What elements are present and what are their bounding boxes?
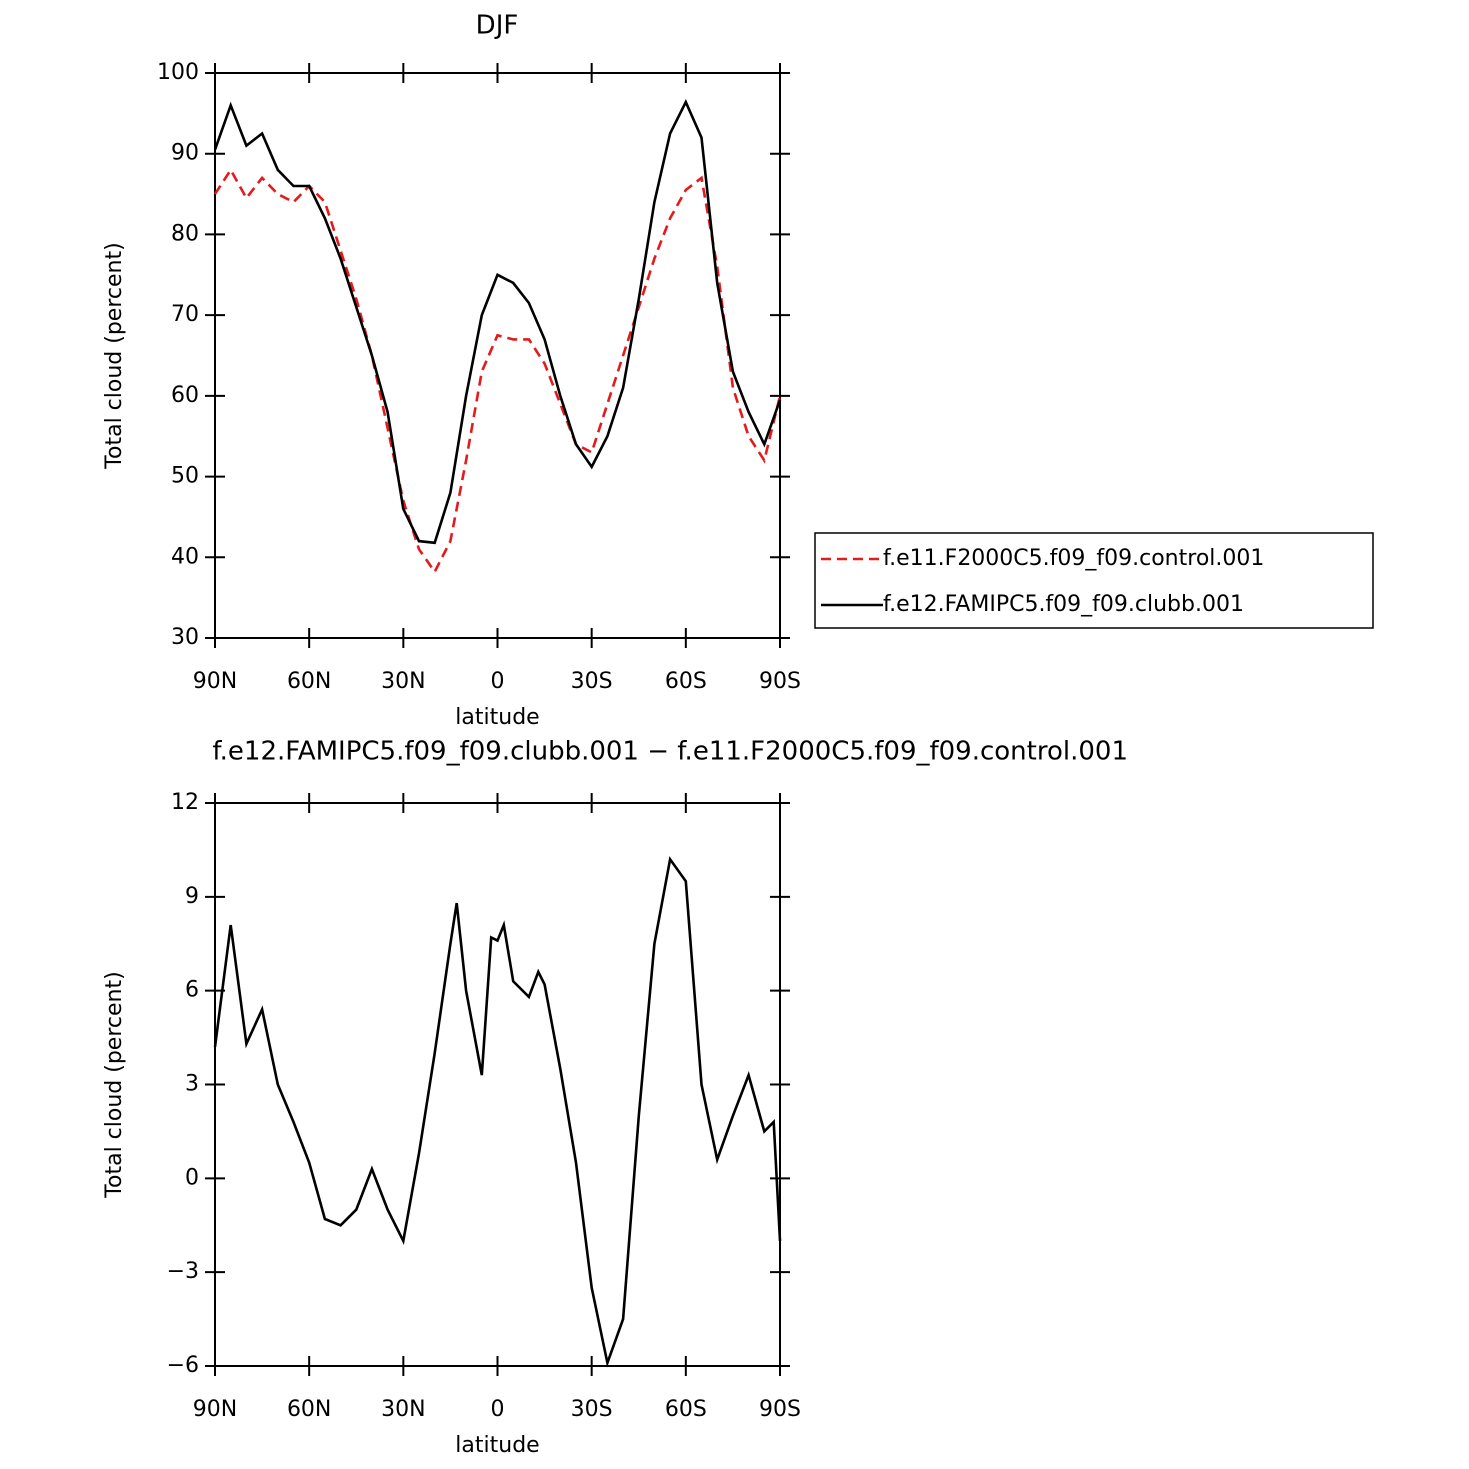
y-tick-label: 6	[185, 978, 199, 1003]
y-axis-label: Total cloud (percent)	[102, 242, 127, 469]
chart-title: f.e12.FAMIPC5.f09_f09.clubb.001 − f.e11.…	[212, 737, 1128, 767]
x-tick-label: 30N	[381, 1397, 425, 1422]
y-tick-label: 80	[171, 221, 199, 246]
x-tick-label: 90S	[759, 1397, 801, 1422]
x-tick-label: 30N	[381, 669, 425, 694]
y-axis-label: Total cloud (percent)	[102, 971, 127, 1198]
y-tick-label: 3	[185, 1072, 199, 1097]
x-tick-label: 60N	[287, 669, 331, 694]
x-tick-label: 60S	[665, 1397, 707, 1422]
x-tick-label: 0	[491, 1397, 505, 1422]
data-line	[213, 99, 782, 545]
y-tick-label: 70	[171, 302, 199, 327]
x-tick-label: 30S	[571, 669, 613, 694]
y-tick-label: −3	[167, 1259, 199, 1284]
x-axis-label: latitude	[455, 705, 539, 730]
data-line	[213, 167, 782, 575]
legend-label: f.e11.F2000C5.f09_f09.control.001	[883, 546, 1264, 571]
y-tick-label: −6	[167, 1353, 199, 1378]
y-tick-label: 40	[171, 544, 199, 569]
data-line	[213, 856, 782, 1368]
y-tick-label: 90	[171, 141, 199, 166]
legend-box	[814, 532, 1374, 629]
y-tick-label: 50	[171, 464, 199, 489]
y-tick-label: 0	[185, 1165, 199, 1190]
y-tick-label: 60	[171, 383, 199, 408]
x-tick-label: 0	[491, 669, 505, 694]
y-tick-label: 9	[185, 884, 199, 909]
y-tick-label: 30	[171, 625, 199, 650]
y-tick-label: 100	[157, 60, 199, 85]
chart-title: DJF	[476, 11, 519, 41]
plot-frame	[214, 802, 781, 1367]
x-tick-label: 60N	[287, 1397, 331, 1422]
x-tick-label: 60S	[665, 669, 707, 694]
legend-label: f.e12.FAMIPC5.f09_f09.clubb.001	[883, 592, 1244, 617]
y-tick-label: 12	[171, 790, 199, 815]
plot-frame	[214, 72, 781, 639]
x-tick-label: 90S	[759, 669, 801, 694]
x-axis-label: latitude	[455, 1433, 539, 1458]
x-tick-label: 90N	[193, 1397, 237, 1422]
x-tick-label: 30S	[571, 1397, 613, 1422]
x-tick-label: 90N	[193, 669, 237, 694]
